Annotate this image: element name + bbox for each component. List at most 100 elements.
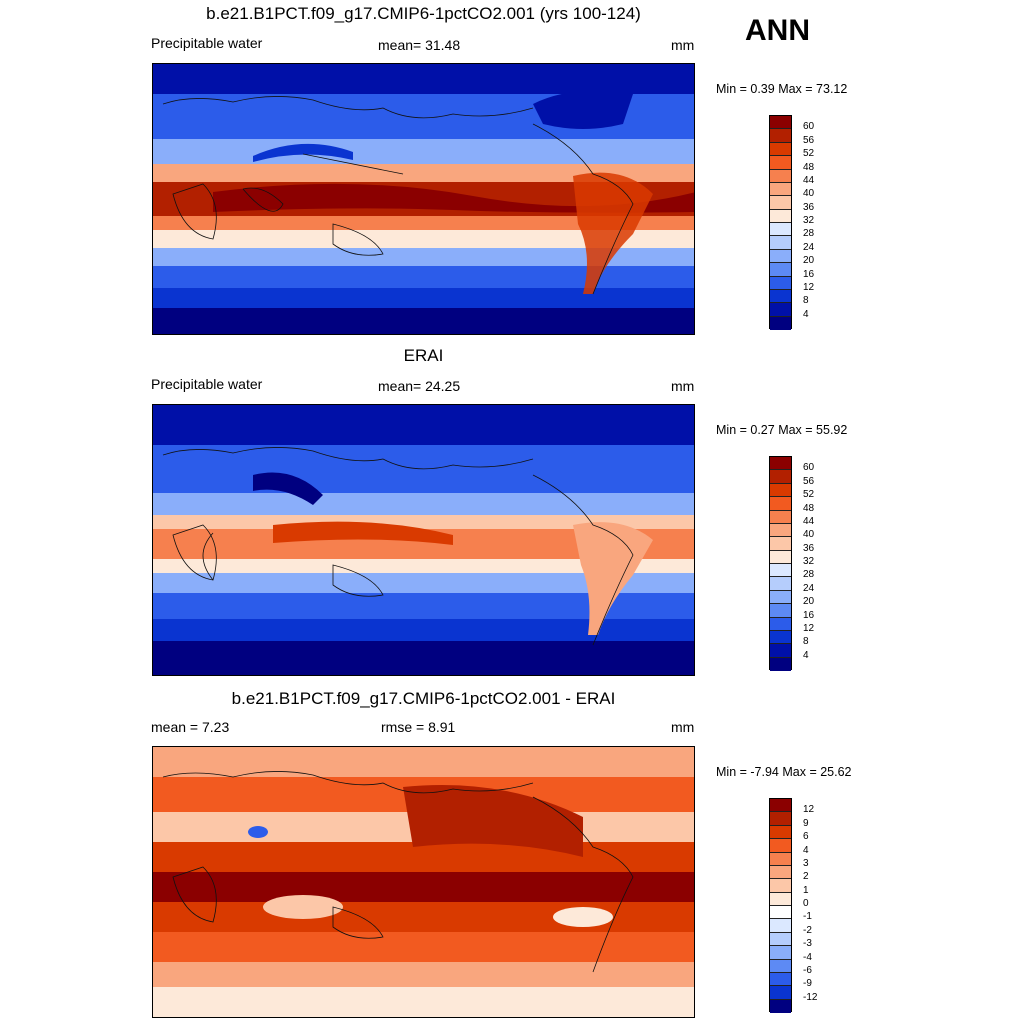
colorbar-segment: [770, 657, 791, 671]
panel-3-minmax: Min = -7.94 Max = 25.62: [716, 765, 852, 779]
season-label: ANN: [745, 14, 810, 47]
colorbar-tick-label: 20: [803, 255, 815, 267]
colorbar-segment: [770, 812, 791, 826]
colorbar-tick-label: 16: [803, 268, 815, 280]
panel-1-title: b.e21.B1PCT.f09_g17.CMIP6-1pctCO2.001 (y…: [206, 4, 641, 23]
colorbar-tick-label: 28: [803, 228, 815, 240]
colorbar-segment: [770, 604, 791, 618]
colorbar-tick-label: 3: [803, 857, 809, 869]
colorbar-tick-label: 36: [803, 201, 815, 213]
colorbar-tick-label: 1: [803, 884, 809, 896]
colorbar-tick-label: -12: [803, 991, 818, 1003]
colorbar-tick-label: 20: [803, 596, 815, 608]
colorbar-tick-label: -6: [803, 964, 812, 976]
colorbar-segment: [770, 289, 791, 304]
colorbar-tick-label: 32: [803, 556, 815, 567]
colorbar-segment: [770, 879, 791, 893]
colorbar-segment: [770, 263, 791, 277]
colorbar-tick-label: 36: [803, 542, 815, 554]
colorbar-tick-label: 60: [803, 121, 815, 133]
colorbar-segment: [770, 617, 791, 631]
colorbar-tick-label: 48: [803, 502, 815, 514]
colorbar-segment: [770, 142, 791, 157]
colorbar-segment: [770, 799, 791, 813]
colorbar-segment: [770, 825, 791, 840]
colorbar-tick-label: 12: [803, 804, 815, 816]
colorbar-tick-label: 24: [803, 582, 815, 594]
panel-1-minmax: Min = 0.39 Max = 73.12: [716, 82, 848, 96]
colorbar-segment: [770, 510, 791, 524]
panel-2-units: mm: [671, 378, 695, 394]
colorbar-tick-label: 52: [803, 489, 815, 501]
panel-3-title: b.e21.B1PCT.f09_g17.CMIP6-1pctCO2.001 - …: [231, 689, 616, 708]
colorbar-tick-label: 40: [803, 529, 815, 541]
panel-2-minmax: Min = 0.27 Max = 55.92: [716, 423, 848, 437]
colorbar-tick-label: -2: [803, 924, 812, 936]
colorbar-segment: [770, 303, 791, 317]
colorbar-tick-label: 9: [803, 817, 809, 829]
colorbar-tick-label: 56: [803, 134, 815, 146]
colorbar-tick-label: -3: [803, 938, 812, 950]
colorbar-tick-label: 40: [803, 188, 815, 200]
panel-2-left-label: Precipitable water: [151, 376, 263, 392]
colorbar-tick-label: 4: [803, 649, 809, 661]
colorbar-tick-label: 2: [803, 871, 809, 883]
colorbar-segment: [770, 182, 791, 197]
panel-2-colorbar: [769, 456, 792, 671]
colorbar-tick-label: 28: [803, 569, 815, 581]
colorbar-segment: [770, 276, 791, 290]
colorbar-tick-label: 0: [803, 898, 809, 909]
panel-3-map: [152, 746, 695, 1018]
colorbar-tick-label: 32: [803, 215, 815, 226]
colorbar-tick-label: 48: [803, 161, 815, 173]
colorbar-segment: [770, 577, 791, 591]
colorbar-tick-label: -9: [803, 978, 812, 990]
colorbar-tick-label: -1: [803, 911, 812, 923]
colorbar-segment: [770, 564, 791, 578]
colorbar-segment: [770, 906, 791, 920]
panel-1-colorbar: [769, 115, 792, 330]
colorbar-segment: [770, 852, 791, 866]
colorbar-segment: [770, 249, 791, 264]
colorbar-segment: [770, 169, 791, 183]
panel-3-units: mm: [671, 719, 695, 735]
panel-1-mean-label: mean= 31.48: [378, 37, 461, 53]
colorbar-tick-label: 8: [803, 295, 809, 307]
colorbar-segment: [770, 523, 791, 538]
colorbar-segment: [770, 156, 791, 170]
panel-1-units: mm: [671, 37, 695, 53]
colorbar-segment: [770, 196, 791, 210]
colorbar-segment: [770, 972, 791, 987]
colorbar-segment: [770, 457, 791, 471]
colorbar-segment: [770, 550, 791, 564]
panel-2-title: ERAI: [403, 346, 444, 365]
panel-2-mean-label: mean= 24.25: [378, 378, 461, 394]
colorbar-segment: [770, 644, 791, 658]
panel-3-mean-label: rmse = 8.91: [381, 719, 456, 735]
colorbar-segment: [770, 959, 791, 973]
colorbar-segment: [770, 946, 791, 960]
panel-1-map: [152, 63, 695, 335]
colorbar-tick-label: 24: [803, 241, 815, 253]
colorbar-segment: [770, 236, 791, 250]
colorbar-segment: [770, 986, 791, 1000]
colorbar-segment: [770, 316, 791, 330]
colorbar-segment: [770, 865, 791, 880]
colorbar-segment: [770, 892, 791, 906]
colorbar-tick-label: 44: [803, 174, 815, 186]
colorbar-tick-label: 16: [803, 609, 815, 621]
colorbar-tick-label: 44: [803, 515, 815, 527]
colorbar-segment: [770, 209, 791, 223]
colorbar-tick-label: 6: [803, 831, 809, 843]
colorbar-segment: [770, 919, 791, 933]
panel-3-colorbar: [769, 798, 792, 1013]
colorbar-tick-label: 60: [803, 462, 815, 474]
colorbar-segment: [770, 116, 791, 130]
colorbar-tick-label: 8: [803, 636, 809, 648]
colorbar-segment: [770, 537, 791, 551]
colorbar-segment: [770, 590, 791, 605]
colorbar-tick-label: 56: [803, 475, 815, 487]
colorbar-tick-label: 4: [803, 844, 809, 856]
colorbar-segment: [770, 999, 791, 1013]
colorbar-segment: [770, 839, 791, 853]
